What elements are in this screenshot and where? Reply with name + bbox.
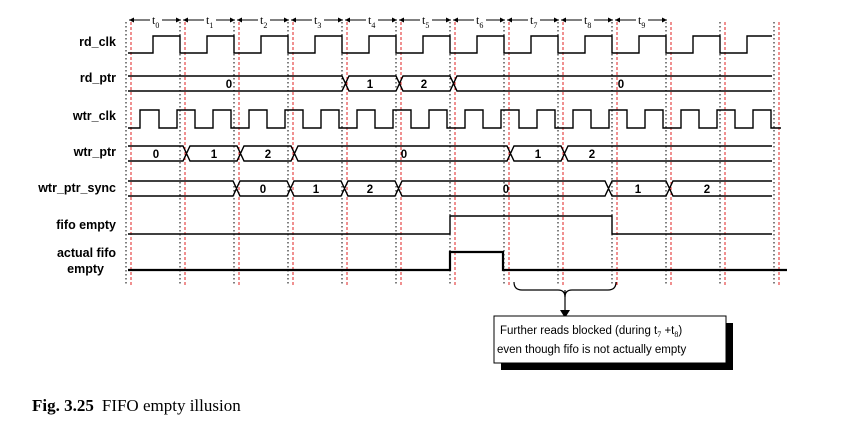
arrow-head — [560, 310, 570, 318]
time-arrowhead — [554, 17, 559, 23]
time-arrowhead — [176, 17, 181, 23]
wtr-clk-wave — [128, 109, 781, 129]
wtr-ptr-sync-value: 1 — [313, 184, 320, 196]
note-line-2: even though fifo is not actually empty — [497, 344, 686, 356]
wtr-ptr-value: 1 — [535, 149, 542, 161]
time-label-bg — [582, 12, 594, 30]
time-arrowhead — [399, 17, 404, 23]
wtr-ptr-sync-bus — [128, 180, 772, 197]
time-arrowhead — [284, 17, 289, 23]
time-arrowhead — [500, 17, 505, 23]
time-arrowhead — [129, 17, 134, 23]
time-arrowhead — [453, 17, 458, 23]
wtr-ptr-sync-value: 2 — [367, 184, 373, 196]
wtr-ptr-value: 0 — [153, 149, 159, 161]
rd-ptr-value: 0 — [226, 79, 232, 91]
label-actual-fifo-empty-line1: actual fifo — [57, 246, 116, 260]
time-label: t1 — [206, 13, 213, 30]
wtr-ptr-sync-value: 2 — [704, 184, 710, 196]
waveforms — [128, 35, 787, 272]
time-label-bg — [204, 12, 216, 30]
time-label-bg — [474, 12, 486, 30]
label-wtr-ptr: wtr_ptr — [73, 145, 117, 159]
brace — [513, 281, 617, 311]
time-label: t2 — [260, 13, 267, 30]
actual-fifo-empty-wave — [128, 250, 787, 272]
label-wtr-clk: wtr_clk — [72, 109, 116, 123]
rd-ptr-value: 0 — [618, 79, 624, 91]
time-label-bg — [150, 12, 162, 30]
time-arrowhead — [446, 17, 451, 23]
time-label: t7 — [530, 13, 537, 30]
rd-ptr-value: 2 — [421, 79, 427, 91]
time-arrowhead — [392, 17, 397, 23]
wtr-ptr-value: 2 — [265, 149, 271, 161]
rd-clk-wave — [128, 35, 772, 54]
time-arrowhead — [507, 17, 512, 23]
time-label: t8 — [584, 13, 591, 30]
time-arrowhead — [561, 17, 566, 23]
label-wtr-ptr-sync: wtr_ptr_sync — [37, 181, 116, 195]
wtr-ptr-value: 1 — [211, 149, 218, 161]
time-label-bg — [258, 12, 270, 30]
time-arrowhead — [183, 17, 188, 23]
time-arrowhead — [230, 17, 235, 23]
time-label-bg — [312, 12, 324, 30]
time-label-bg — [528, 12, 540, 30]
time-label: t4 — [368, 13, 375, 30]
rd-ptr-value: 1 — [367, 79, 374, 91]
wtr-ptr-bus — [128, 145, 772, 162]
wtr-ptr-sync-value: 0 — [503, 184, 509, 196]
label-fifo-empty: fifo empty — [56, 218, 116, 232]
time-label-bg — [420, 12, 432, 30]
rd-ptr-bus — [128, 75, 772, 92]
label-rd-clk: rd_clk — [79, 35, 116, 49]
fifo-empty-wave — [128, 215, 772, 235]
time-arrowhead — [615, 17, 620, 23]
note-box — [493, 315, 727, 364]
time-label: t9 — [638, 13, 645, 30]
label-actual-fifo-empty-line2: empty — [67, 262, 104, 276]
time-grid — [125, 22, 780, 286]
caption-number: Fig. 3.25 — [32, 396, 94, 415]
time-label-bg — [366, 12, 378, 30]
time-arrowhead — [345, 17, 350, 23]
time-markers: t0 t1 t2 t3 t4 t5 t6 t7 t8 t9 — [129, 12, 667, 30]
time-label: t3 — [314, 13, 321, 30]
wtr-ptr-value: 0 — [401, 149, 407, 161]
note-line-1: Further reads blocked (during t7 +t8) — [500, 325, 682, 339]
wtr-ptr-values: 0 1 2 0 1 2 — [153, 149, 595, 161]
time-label: t0 — [152, 13, 159, 30]
caption-text: FIFO empty illusion — [101, 396, 241, 415]
label-rd-ptr: rd_ptr — [80, 71, 116, 85]
time-label: t6 — [476, 13, 483, 30]
time-arrowhead — [662, 17, 667, 23]
wtr-ptr-sync-value: 1 — [635, 184, 642, 196]
time-arrowhead — [608, 17, 613, 23]
rd-ptr-values: 0 1 2 0 — [226, 79, 624, 91]
time-arrowhead — [338, 17, 343, 23]
time-arrowhead — [237, 17, 242, 23]
wtr-ptr-sync-value: 0 — [260, 184, 266, 196]
wtr-ptr-sync-values: 0 1 2 0 1 2 — [260, 184, 710, 196]
time-label-bg — [636, 12, 648, 30]
wtr-ptr-value: 2 — [589, 149, 595, 161]
time-arrowhead — [291, 17, 296, 23]
figure-caption: Fig. 3.25 FIFO empty illusion — [32, 396, 241, 416]
time-label: t5 — [422, 13, 429, 30]
